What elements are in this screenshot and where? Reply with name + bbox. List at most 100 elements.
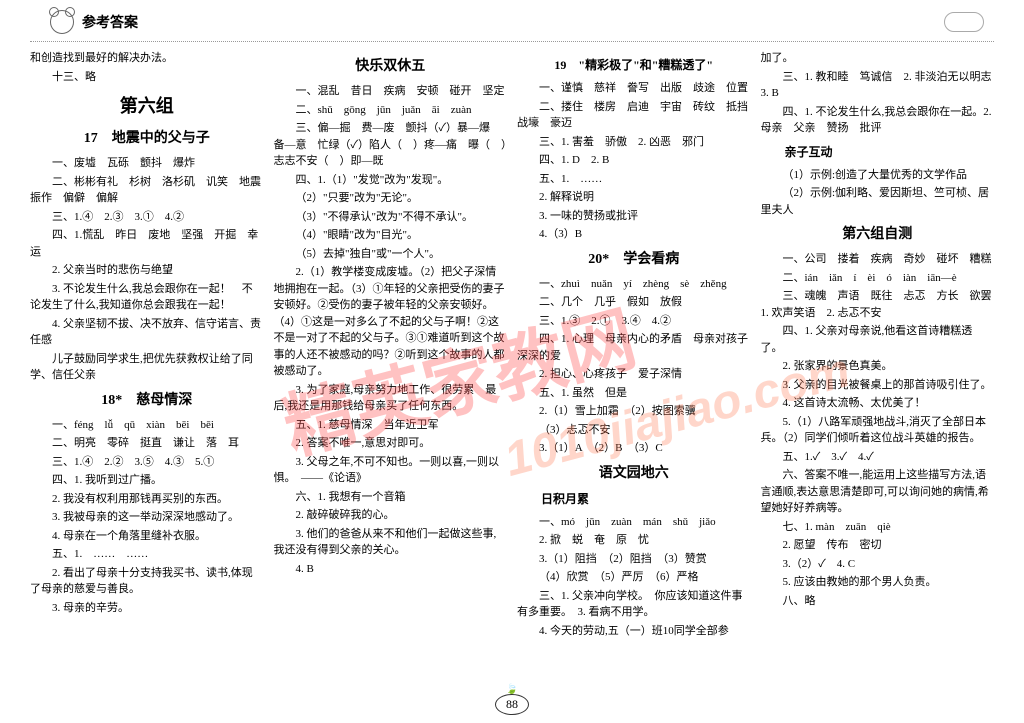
text-line: 2.（1）雪上加霜 （2）按图索骥 [517,403,751,420]
text-line: 4. 今天的劳动,五（一）班10同学全部参 [517,623,751,640]
text-line: 3. 一味的赞扬或批评 [517,208,751,225]
text-line: 2. 张家界的景色真美。 [761,358,995,375]
yuwen-title: 语文园地六 [517,463,751,484]
zice-body: 一、公司 搂着 疾病 奇妙 碰坏 糟糕 二、ián iǎn í èi ó iàn… [761,251,995,609]
text-line: 3. 母亲的辛劳。 [30,600,264,617]
text-line: 一、废墟 瓦砾 颤抖 爆炸 [30,155,264,172]
text-line: 2. 答案不唯一,意思对即可。 [274,435,508,452]
text-line: 三、1. 教和睦 笃诚信 2. 非淡泊无以明志 3. B [761,69,995,102]
text-line: 2. 父亲当时的悲伤与绝望 [30,262,264,279]
text-line: 二、明亮 零碎 挺直 谦让 落 耳 [30,435,264,452]
text-line: 八、略 [761,593,995,610]
section-19-title: 19 "精彩极了"和"糟糕透了" [517,56,751,74]
kuaile-body: 一、混乱 昔日 疾病 安顿 碰开 坚定 二、shǔ gōng jūn juǎn … [274,83,508,577]
section-17-body: 一、废墟 瓦砾 颤抖 爆炸 二、彬彬有礼 杉树 洛杉矶 讥笑 地震 振作 偏僻 … [30,155,264,384]
text-line: （2）示例:伽利略、爱因斯坦、竺可桢、居里夫人 [761,185,995,218]
text-line: 3.（1）A （2）B （3）C [517,440,751,457]
text-line: 2. 解释说明 [517,189,751,206]
text-line: 4. 这首诗太流畅、太优美了！ [761,395,995,412]
text-line: 三、魂魄 声语 既往 忐忑 方长 欲罢 1. 欢声笑语 2. 忐忑不安 [761,288,995,321]
text-line: 5. 应该由教她的那个男人负责。 [761,574,995,591]
text-line: 三、1.④ 2.② 3.⑤ 4.③ 5.① [30,454,264,471]
text-line: 三、偏—掘 费—废 颤抖（✓）暴—爆 备—意 忙绿（✓）陷人（ ）疼—痛 曝（ … [274,120,508,170]
text-line: 六、1. 我想有一个音箱 [274,489,508,506]
text-line: 十三、略 [30,69,264,86]
text-line: 四、1. 不论发生什么,我总会跟你在一起。2. 母亲 父亲 赞扬 批评 [761,104,995,137]
riji-title: 日积月累 [517,490,751,508]
text-line: 3. 不论发生什么,我总会跟你在一起！ 不论发生了什么,我知道你总会跟我在一起！ [30,281,264,314]
section-17-title: 17 地震中的父与子 [30,128,264,149]
text-line: 4. 父亲坚韧不拔、决不放弃、信守诺言、责任感 [30,316,264,349]
yuwen-body: 一、mó jūn zuàn mán shǔ jiǎo 2. 掀 蜕 奄 原 忧 … [517,514,751,640]
section-20-title: 20* 学会看病 [517,249,751,270]
text-line: 2. 我没有权利用那钱再买别的东西。 [30,491,264,508]
text-line: 四、1.（1）"发觉"改为"发现"。 [274,172,508,189]
text-line: （2）"只要"改为"无论"。 [274,190,508,207]
text-line: 4.（3）B [517,226,751,243]
section-20-body: 一、zhuì nuǎn yí zhèng sè zhěng 二、几个 几乎 假如… [517,276,751,457]
header-divider [30,41,994,42]
text-line: （5）去掉"独自"或"一个人"。 [274,246,508,263]
text-line: 一、féng lǚ qū xiàn bēi bēi [30,417,264,434]
text-line: 五、1. …… [517,171,751,188]
text-line: 3. 父亲的目光被餐桌上的那首诗吸引住了。 [761,377,995,394]
text-line: 3. 我被母亲的这一举动深深地感动了。 [30,509,264,526]
text-line: 三、1.③ 2.① 3.④ 4.② [517,313,751,330]
text-line: 2. 看出了母亲十分支持我买书、读书,体现了母亲的慈爱与善良。 [30,565,264,598]
text-line: （3）忐忑不安 [517,422,751,439]
text-line: 3. 父母之年,不可不知也。一则以喜,一则以惧。 ——《论语》 [274,454,508,487]
text-line: 四、1. 父亲对母亲说,他看这首诗糟糕透了。 [761,323,995,356]
text-line: 一、公司 搂着 疾病 奇妙 碰坏 糟糕 [761,251,995,268]
text-line: 四、1.慌乱 昨日 废地 坚强 开掘 幸运 [30,227,264,260]
cloud-icon [944,12,984,32]
column-2: 快乐双休五 一、混乱 昔日 疾病 安顿 碰开 坚定 二、shǔ gōng jūn… [274,50,508,641]
group-title: 第六组 [30,93,264,120]
text-line: 一、混乱 昔日 疾病 安顿 碰开 坚定 [274,83,508,100]
text-line: 一、zhuì nuǎn yí zhèng sè zhěng [517,276,751,293]
text-line: 儿子鼓励同学求生,把优先获救权让给了同学、信任父亲 [30,351,264,384]
text-line: （1）示例:创造了大量优秀的文学作品 [761,167,995,184]
section-19-body: 一、谨慎 慈祥 誊写 出版 歧途 位置 二、搂住 楼房 启迪 宇宙 砖纹 抵挡 … [517,80,751,243]
header-title: 参考答案 [82,12,138,32]
text-line: 3. 为了家庭,母亲努力地工作、很劳累 最后,我还是用那钱给母亲买了任何东西。 [274,382,508,415]
text-line: 四、1. D 2. B [517,152,751,169]
text-line: 二、shǔ gōng jūn juǎn āi zuàn [274,102,508,119]
text-line: （3）"不得承认"改为"不得不承认"。 [274,209,508,226]
column-3: 19 "精彩极了"和"糟糕透了" 一、谨慎 慈祥 誊写 出版 歧途 位置 二、搂… [517,50,751,641]
column-4: 加了。 三、1. 教和睦 笃诚信 2. 非淡泊无以明志 3. B 四、1. 不论… [761,50,995,641]
text-line: 一、谨慎 慈祥 誊写 出版 歧途 位置 [517,80,751,97]
page-number: 88 [495,694,529,715]
page-header: 参考答案 [0,0,1024,39]
text-line: 一、mó jūn zuàn mán shǔ jiǎo [517,514,751,531]
text-line: 3.（1）阻挡 （2）阻挡 （3）赞赏 [517,551,751,568]
text-line: 四、1. 心理 母亲内心的矛盾 母亲对孩子深深的爱 [517,331,751,364]
text-line: 三、1. 父亲冲向学校。 你应该知道这件事有多重要。 3. 看病不用学。 [517,588,751,621]
text-line: 2.（1）教学楼变成废墟。（2）把父子深情地拥抱在一起。（3）①年轻的父亲把受伤… [274,264,508,380]
section-18-title: 18* 慈母情深 [30,390,264,411]
text-line: 三、1. 害羞 骄傲 2. 凶恶 邪门 [517,134,751,151]
text-line: 六、答案不唯一,能运用上这些描写方法,语言通顺,表达意思清楚即可,可以询问她的病… [761,467,995,517]
text-line: 4. 母亲在一个角落里缝补衣服。 [30,528,264,545]
bear-icon [50,10,74,34]
text-line: 五、1.✓ 3.✓ 4.✓ [761,449,995,466]
section-18-body: 一、féng lǚ qū xiàn bēi bēi 二、明亮 零碎 挺直 谦让 … [30,417,264,617]
zice-title: 第六组自测 [761,224,995,245]
col4-top: 加了。 三、1. 教和睦 笃诚信 2. 非淡泊无以明志 3. B 四、1. 不论… [761,50,995,137]
text-line: 二、ián iǎn í èi ó iàn iān—è [761,270,995,287]
text-line: 四、1. 我听到过广播。 [30,472,264,489]
kuaile-title: 快乐双休五 [274,56,508,77]
text-line: 七、1. màn zuān qiè [761,519,995,536]
text-line: （4）欣赏 （5）严厉 （6）严格 [517,569,751,586]
text-line: 五、1. 慈母情深 当年近卫军 [274,417,508,434]
qinzi-title: 亲子互动 [761,143,995,161]
text-line: 5.（1）八路军顽强地战斗,消灭了全部日本兵。（2）同学们倾听着这位战斗英雄的报… [761,414,995,447]
text-line: 二、彬彬有礼 杉树 洛杉矶 讥笑 地震 振作 偏僻 偏解 [30,174,264,207]
text-line: 2. 掀 蜕 奄 原 忧 [517,532,751,549]
text-line: 2. 愿望 传布 密切 [761,537,995,554]
text-line: 加了。 [761,50,995,67]
text-line: 三、1.④ 2.③ 3.① 4.② [30,209,264,226]
text-line: 和创造找到最好的解决办法。 [30,50,264,67]
text-line: 二、搂住 楼房 启迪 宇宙 砖纹 抵挡 战壕 豪迈 [517,99,751,132]
text-line: （4）"眼睛"改为"目光"。 [274,227,508,244]
text-line: 2. 担心、心疼孩子 爱子深情 [517,366,751,383]
